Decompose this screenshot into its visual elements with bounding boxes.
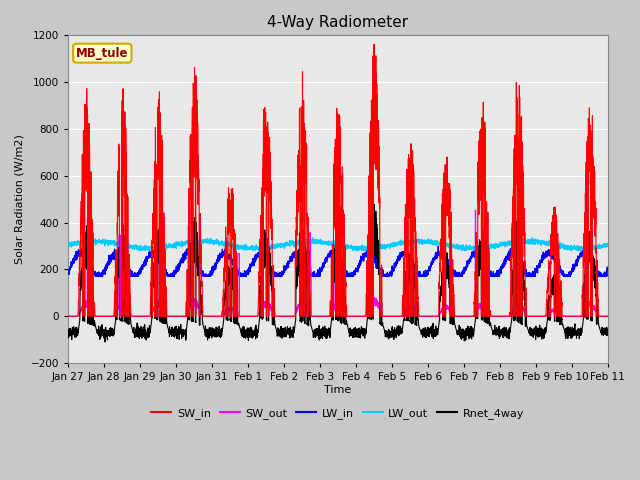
Legend: SW_in, SW_out, LW_in, LW_out, Rnet_4way: SW_in, SW_out, LW_in, LW_out, Rnet_4way	[147, 403, 529, 423]
Y-axis label: Solar Radiation (W/m2): Solar Radiation (W/m2)	[15, 134, 25, 264]
Title: 4-Way Radiometer: 4-Way Radiometer	[268, 15, 408, 30]
Text: MB_tule: MB_tule	[76, 47, 129, 60]
X-axis label: Time: Time	[324, 385, 351, 395]
